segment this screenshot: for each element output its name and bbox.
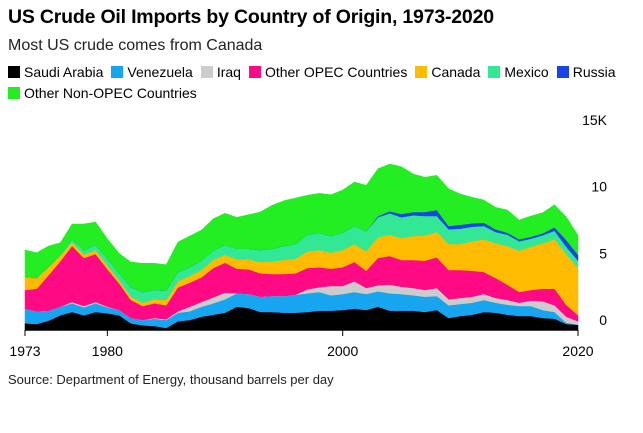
source-note: Source: Department of Energy, thousand b…	[8, 372, 334, 387]
stacked-area-chart: 1973 1980 2000 2020 0 5 10 15K	[9, 112, 608, 359]
legend-label: Iraq	[216, 64, 241, 80]
legend-item-canada: Canada	[415, 62, 480, 82]
legend-item-saudi-arabia: Saudi Arabia	[8, 62, 103, 82]
legend-item-venezuela: Venezuela	[111, 62, 193, 82]
area-layer	[24, 163, 579, 331]
y-tick-label: 10	[591, 179, 607, 195]
legend-label: Saudi Arabia	[24, 64, 104, 80]
chart-legend: Saudi Arabia Venezuela Iraq Other OPEC Coun…	[8, 62, 628, 104]
chart-title: US Crude Oil Imports by Country of Origi…	[8, 6, 494, 28]
chart-subtitle: Most US crude comes from Canada	[8, 37, 263, 54]
y-tick-label: 15K	[582, 112, 608, 128]
y-tick-label: 0	[599, 312, 607, 328]
x-tick-label: 1980	[92, 343, 123, 359]
legend-swatch	[111, 66, 124, 78]
legend-item-other-opec-countries: Other OPEC Countries	[248, 62, 408, 82]
legend-swatch	[248, 66, 261, 78]
legend-label: Russia	[572, 64, 616, 80]
legend-item-russia: Russia	[556, 62, 616, 82]
legend-swatch	[200, 66, 213, 78]
x-tick-label: 1973	[9, 343, 40, 359]
area-other-non-opec-countries	[24, 163, 579, 293]
legend-item-other-non-opec-countries: Other Non-OPEC Countries	[8, 83, 197, 103]
legend-item-mexico: Mexico	[488, 62, 549, 82]
legend-swatch	[556, 66, 569, 78]
legend-label: Venezuela	[127, 64, 193, 80]
y-axis: 0 5 10 15K	[582, 112, 608, 328]
x-tick-label: 2020	[562, 343, 593, 359]
x-tick-label: 2000	[327, 343, 358, 359]
x-axis: 1973 1980 2000 2020	[9, 330, 594, 359]
legend-swatch	[8, 87, 20, 99]
legend-swatch	[415, 66, 428, 78]
legend-item-iraq: Iraq	[200, 62, 241, 82]
legend-label: Other OPEC Countries	[264, 64, 408, 80]
legend-label: Canada	[431, 64, 481, 80]
legend-swatch	[8, 66, 20, 78]
legend-label: Mexico	[504, 64, 549, 80]
legend-swatch	[488, 66, 501, 78]
y-tick-label: 5	[599, 245, 607, 261]
legend-label: Other Non-OPEC Countries	[24, 85, 197, 101]
